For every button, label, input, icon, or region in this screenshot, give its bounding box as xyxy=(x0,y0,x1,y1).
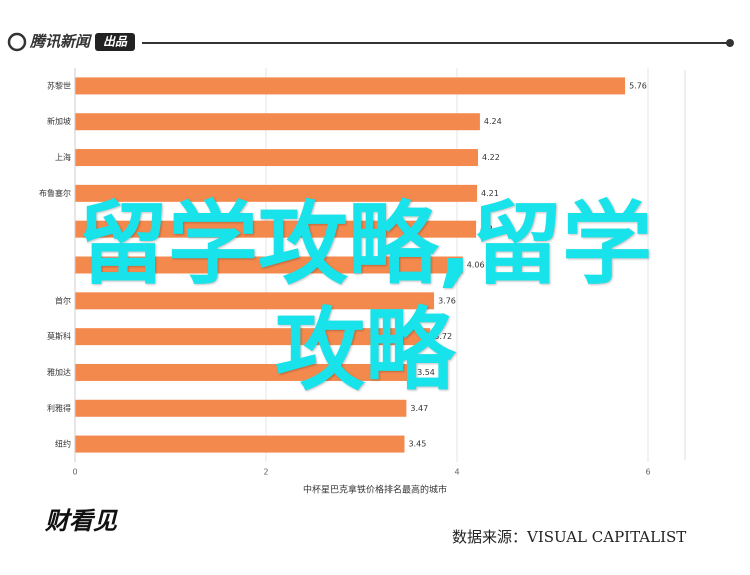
bar xyxy=(75,363,414,381)
bar xyxy=(75,256,463,274)
category-label: 苏黎世 xyxy=(47,80,71,90)
value-label: 3.72 xyxy=(434,332,452,341)
bar xyxy=(75,220,477,238)
value-label: 3.47 xyxy=(410,404,428,413)
source: 数据来源：VISUAL CAPITALIST xyxy=(452,528,686,546)
header-dot xyxy=(726,39,734,47)
x-tick-label: 4 xyxy=(454,468,459,477)
value-label: 5.76 xyxy=(629,81,647,90)
bar xyxy=(75,399,407,417)
bar xyxy=(75,435,405,453)
value-label: 4.2 xyxy=(480,225,493,234)
bar xyxy=(75,149,479,167)
value-label: 4.24 xyxy=(484,117,502,126)
category-label: 布鲁塞尔 xyxy=(39,188,71,198)
category-label: 上海 xyxy=(55,152,71,162)
category-label: 纽约 xyxy=(55,439,71,449)
x-tick-label: 0 xyxy=(72,468,77,477)
category-label: 利雅得 xyxy=(47,403,71,413)
x-tick-label: 6 xyxy=(645,468,650,477)
value-label: 4.22 xyxy=(482,153,500,162)
value-label: 3.45 xyxy=(408,440,426,449)
x-axis-label: 中杯星巴克拿铁价格排名最高的城市 xyxy=(303,484,447,496)
category-label: 雅加达 xyxy=(47,367,71,377)
bar xyxy=(75,113,480,131)
badge-bg xyxy=(95,33,135,51)
logo-icon xyxy=(7,32,27,52)
overlay-text: 留学攻略,留学攻略 xyxy=(77,192,653,403)
category-label: 首尔 xyxy=(55,295,71,305)
bar xyxy=(75,77,626,95)
category-label: 新加坡 xyxy=(47,116,71,126)
logo: 财看见 xyxy=(44,507,118,535)
bar xyxy=(75,328,431,346)
brand: 腾讯新闻 xyxy=(29,33,93,51)
x-tick-label: 2 xyxy=(263,468,268,477)
bar xyxy=(75,292,435,310)
badge: 出品 xyxy=(103,35,128,49)
bar xyxy=(75,184,478,202)
category-label: 莫斯科 xyxy=(47,331,71,341)
value-label: 4.06 xyxy=(467,261,485,270)
value-label: 4.21 xyxy=(481,189,499,198)
value-label: 3.54 xyxy=(417,368,435,377)
value-label: 3.76 xyxy=(438,296,456,305)
